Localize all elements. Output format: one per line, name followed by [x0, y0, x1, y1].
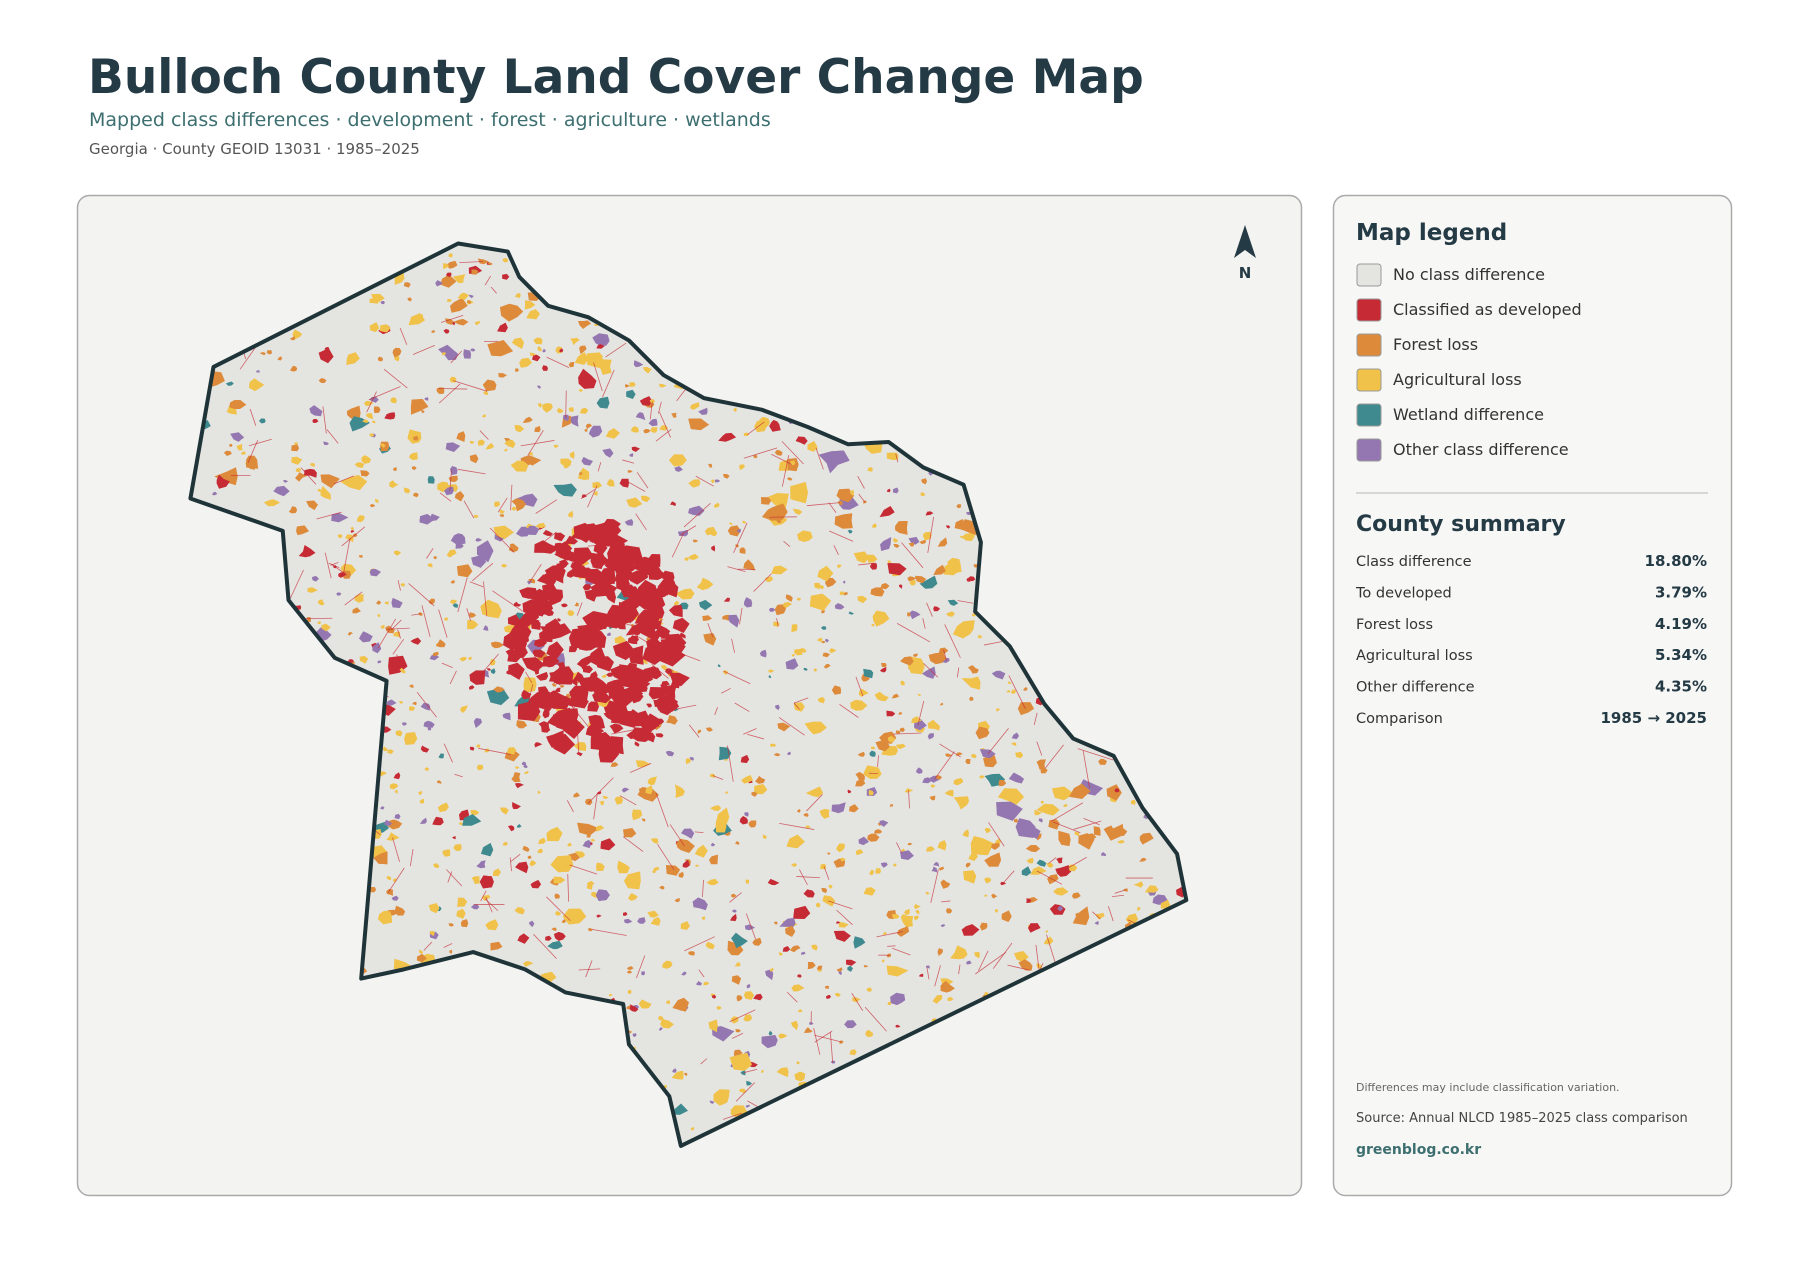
summary-label: Class difference [1356, 554, 1472, 570]
legend-swatch [1357, 334, 1381, 356]
change-patch [600, 359, 611, 375]
summary-title: County summary [1356, 512, 1566, 537]
legend-swatch [1357, 264, 1381, 286]
legend-swatch [1357, 404, 1381, 426]
summary-value: 5.34% [1655, 646, 1707, 664]
summary-value: 3.79% [1655, 583, 1707, 601]
summary-value: 4.19% [1655, 615, 1707, 633]
legend-swatch [1357, 439, 1381, 461]
road-change [566, 391, 567, 418]
legend-swatch [1357, 369, 1381, 391]
summary-value: 18.80% [1645, 552, 1707, 570]
summary-label: Comparison [1356, 711, 1443, 727]
meta: Georgia · County GEOID 13031 · 1985–2025 [89, 140, 420, 158]
summary-label: Agricultural loss [1356, 648, 1473, 664]
legend-swatch [1357, 299, 1381, 321]
site: greenblog.co.kr [1356, 1142, 1481, 1158]
change-patch [907, 613, 910, 617]
subtitle: Mapped class differences · development ·… [89, 109, 771, 131]
north-label: N [1239, 264, 1252, 282]
title: Bulloch County Land Cover Change Map [88, 50, 1144, 105]
summary-value: 4.35% [1655, 678, 1707, 696]
summary-label: Other difference [1356, 680, 1475, 696]
legend-label: Other class difference [1393, 440, 1569, 459]
summary-value: 1985 → 2025 [1600, 709, 1707, 727]
legend-label: Wetland difference [1393, 405, 1544, 424]
legend-label: Agricultural loss [1393, 370, 1522, 389]
summary-label: To developed [1355, 585, 1452, 601]
road-change [439, 388, 467, 389]
change-patch [716, 821, 727, 833]
change-patch [1094, 826, 1101, 836]
road-change [887, 946, 895, 947]
summary-label: Forest loss [1356, 617, 1433, 633]
legend-label: Classified as developed [1393, 300, 1582, 319]
legend-label: Forest loss [1393, 335, 1478, 354]
change-patch [746, 880, 749, 884]
legend-title: Map legend [1356, 220, 1507, 246]
source: Source: Annual NLCD 1985–2025 class comp… [1356, 1111, 1688, 1126]
change-patch [370, 298, 380, 304]
change-patch [463, 349, 471, 358]
note: Differences may include classification v… [1356, 1081, 1620, 1094]
legend-label: No class difference [1393, 265, 1545, 284]
